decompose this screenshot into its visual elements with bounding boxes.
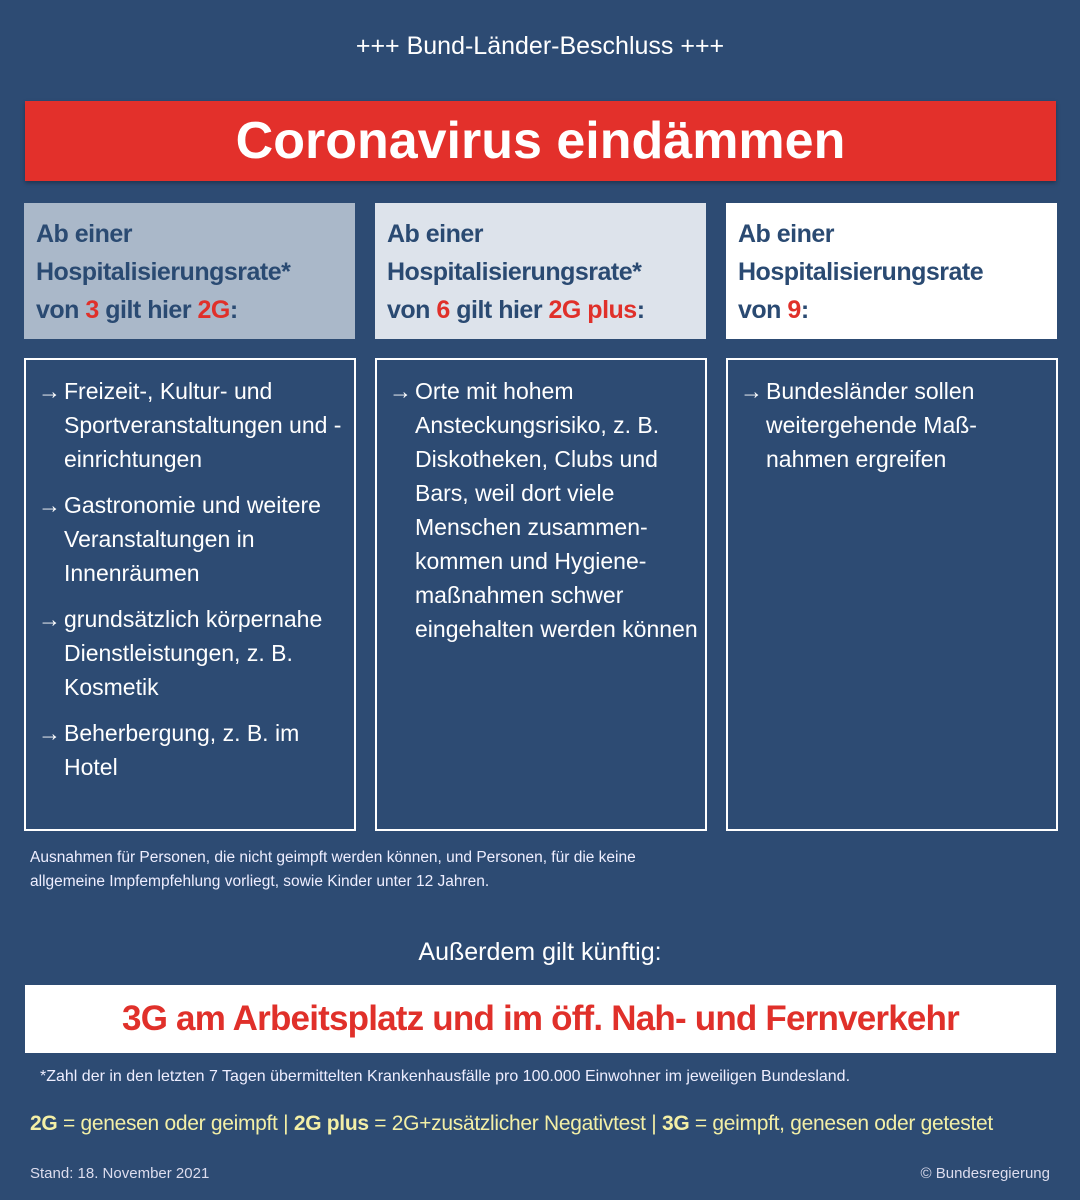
column-header: Ab einer Hospitalisierungsrate von 9:	[726, 203, 1057, 339]
list-item: → Freizeit-, Kultur- und Sportveranstaltu…	[38, 374, 350, 476]
list-item: → Orte mit hohem Ansteckungsrisiko, z. B.…	[389, 374, 701, 646]
header-text: gilt hier	[449, 296, 549, 324]
note-line: Ausnahmen für Personen, die nicht geimpf…	[30, 849, 636, 866]
legend: 2G = genesen oder geimpft | 2G plus = 2G…	[30, 1112, 1060, 1136]
header-line: Hospitalisierungsrate	[738, 258, 984, 286]
arrow-right-icon: →	[389, 378, 412, 404]
header-line: von 3 gilt hier 2G:	[36, 291, 347, 329]
measures-box: → Freizeit-, Kultur- und Sportveranstaltu…	[24, 358, 356, 831]
rate-threshold: 6	[436, 296, 450, 324]
legend-term: 3G	[661, 1112, 690, 1135]
rate-threshold: 3	[85, 296, 99, 324]
header-line: Hospitalisierungsrate*	[387, 258, 642, 286]
item-text: Orte mit hohem Ansteckungsrisiko, z. B. …	[415, 378, 698, 642]
header-line: Ab einer	[738, 220, 835, 248]
header-line: von 6 gilt hier 2G plus:	[387, 291, 698, 329]
header-text: :	[636, 296, 645, 324]
legend-def: = genesen oder geimpft |	[57, 1112, 294, 1135]
header-line: Ab einer	[387, 220, 484, 248]
header-line: von 9:	[738, 291, 1049, 329]
header-text: :	[229, 296, 238, 324]
legend-term: 2G plus	[293, 1112, 369, 1135]
workplace-rule: 3G am Arbeitsplatz und im öff. Nah- und …	[25, 985, 1056, 1053]
list-item: → grundsätzlich körpernahe Dienstleistung…	[38, 602, 350, 704]
header-text: von	[387, 296, 437, 324]
legend-term: 2G	[30, 1112, 58, 1135]
list-item: → Bundesländer sollen weitergehende Maß-n…	[740, 374, 1052, 476]
header-line: Ab einer	[36, 220, 133, 248]
header-text: gilt hier	[98, 296, 198, 324]
item-text: Bundesländer sollen weitergehende Maß-na…	[766, 378, 977, 472]
note-line: allgemeine Impfempfehlung vorliegt, sowi…	[30, 873, 490, 890]
header-text: von	[36, 296, 86, 324]
exceptions-note: Ausnahmen für Personen, die nicht geimpf…	[30, 846, 1050, 894]
measures-box: → Orte mit hohem Ansteckungsrisiko, z. B.…	[375, 358, 707, 831]
title-banner: Coronavirus eindämmen	[25, 101, 1056, 181]
rule-label: 2G plus	[548, 296, 638, 324]
header-line: Hospitalisierungsrate*	[36, 258, 291, 286]
legend-def: = geimpft, genesen oder getestet	[689, 1112, 993, 1135]
list-item: → Gastronomie und weitere Veranstaltungen…	[38, 488, 350, 590]
item-text: Gastronomie und weitere Veranstaltungen …	[64, 492, 321, 586]
column-header: Ab einer Hospitalisierungsrate* von 3 gi…	[24, 203, 355, 339]
measures-box: → Bundesländer sollen weitergehende Maß-n…	[726, 358, 1058, 831]
legend-def: = 2G+zusätzlicher Negativtest |	[368, 1112, 662, 1135]
arrow-right-icon: →	[38, 720, 61, 746]
arrow-right-icon: →	[38, 606, 61, 632]
item-text: grundsätzlich körpernahe Dienstleistunge…	[64, 606, 323, 700]
arrow-right-icon: →	[740, 378, 763, 404]
header-text: :	[800, 296, 809, 324]
list-item: → Beherbergung, z. B. im Hotel	[38, 716, 350, 784]
arrow-right-icon: →	[38, 492, 61, 518]
arrow-right-icon: →	[38, 378, 61, 404]
footnote: *Zahl der in den letzten 7 Tagen übermit…	[40, 1068, 851, 1085]
copyright: © Bundesregierung	[920, 1165, 1050, 1182]
rate-threshold: 9	[787, 296, 801, 324]
date-stamp: Stand: 18. November 2021	[30, 1165, 210, 1182]
column-header: Ab einer Hospitalisierungsrate* von 6 gi…	[375, 203, 706, 339]
header-text: von	[738, 296, 788, 324]
kicker: +++ Bund-Länder-Beschluss +++	[355, 32, 725, 60]
item-text: Freizeit-, Kultur- und Sportveranstaltun…	[64, 378, 342, 472]
also-heading: Außerdem gilt künftig:	[418, 938, 662, 966]
rule-label: 2G	[197, 296, 231, 324]
item-text: Beherbergung, z. B. im Hotel	[64, 720, 300, 780]
